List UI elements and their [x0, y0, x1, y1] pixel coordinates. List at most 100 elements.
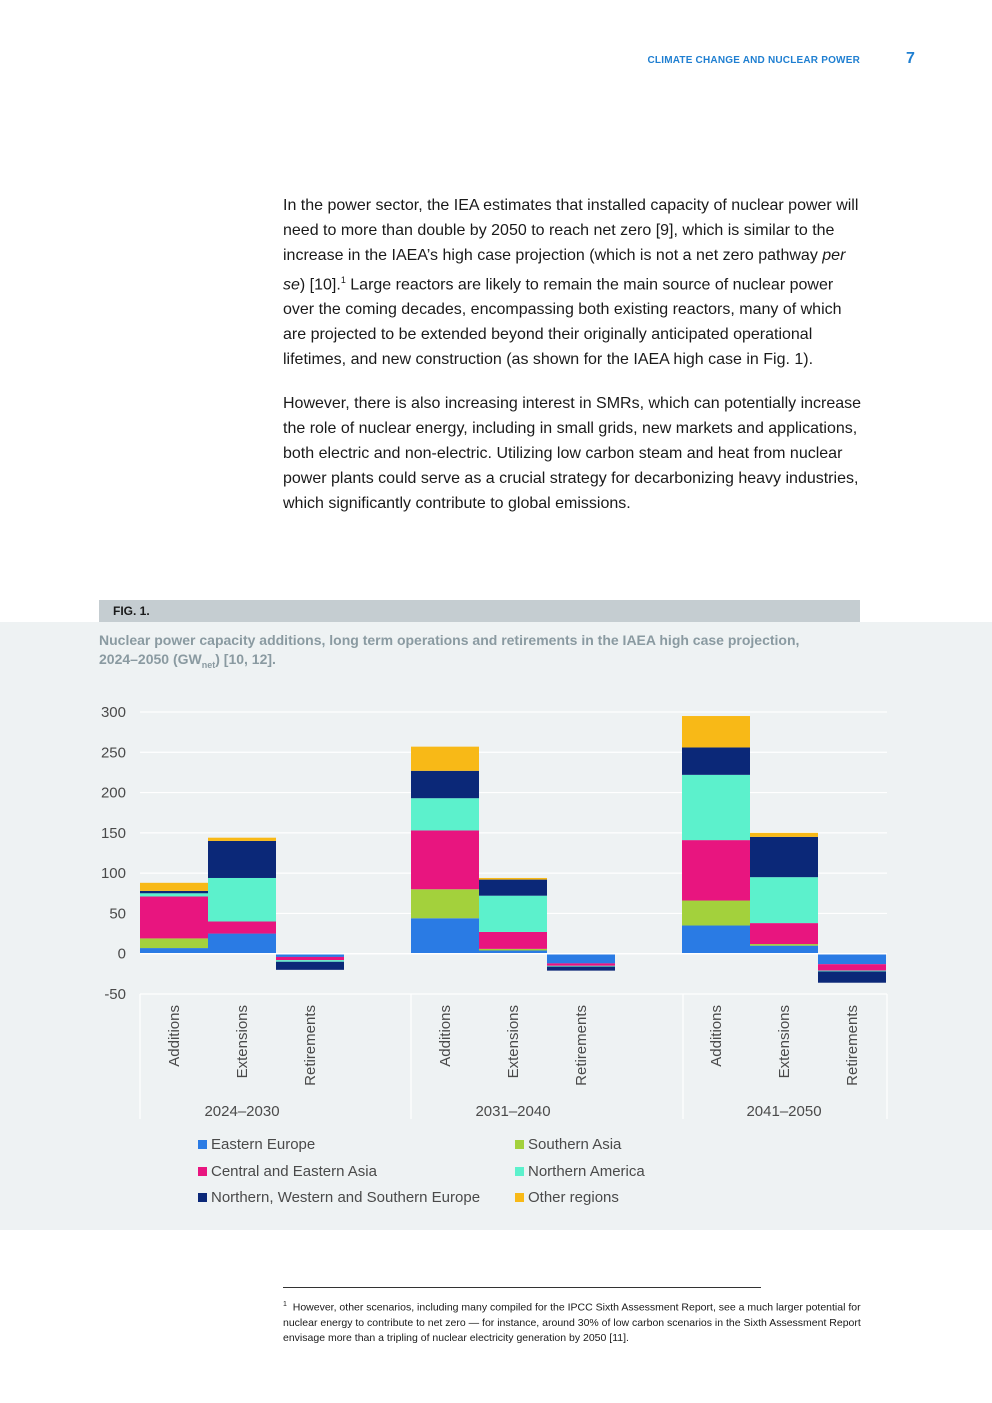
bar-segment	[818, 970, 886, 972]
bar-segment	[479, 879, 547, 896]
footnote-ref: 1	[340, 275, 346, 285]
x-tick-label: Retirements	[844, 1005, 861, 1086]
x-tick-label: Retirements	[573, 1005, 590, 1086]
legend-label: Central and Eastern Asia	[211, 1163, 377, 1180]
bar-segment	[547, 965, 615, 967]
x-tick-label: Additions	[437, 1005, 454, 1067]
bar-segment	[479, 948, 547, 951]
bar-segment	[750, 832, 818, 837]
bar-segment	[411, 830, 479, 890]
bar-segment	[479, 895, 547, 932]
legend-item: Central and Eastern Asia	[198, 1163, 377, 1180]
bar-segment	[682, 716, 750, 748]
x-tick-label: Extensions	[776, 1005, 793, 1078]
paragraph-1: In the power sector, the IEA estimates t…	[283, 193, 863, 372]
bar-segment	[411, 918, 479, 954]
running-title: CLIMATE CHANGE AND NUCLEAR POWER	[647, 55, 860, 66]
legend-item: Eastern Europe	[198, 1136, 315, 1153]
bar-segment	[750, 836, 818, 878]
stacked-bar-chart: 300 250 200 150 100 50 0 -50 2024–2030 Additions E…	[101, 704, 888, 1120]
y-tick-label: 250	[101, 744, 126, 761]
figure-panel: Nuclear power capacity additions, long t…	[0, 622, 992, 1230]
bar-segment	[818, 953, 886, 965]
legend-label: Other regions	[528, 1189, 619, 1206]
x-tick-label: Extensions	[234, 1005, 251, 1078]
y-tick-label: 150	[101, 825, 126, 842]
legend-swatch	[515, 1167, 524, 1176]
x-tick-label: Additions	[166, 1005, 183, 1067]
bar-segment	[547, 963, 615, 966]
legend-label: Northern America	[528, 1163, 645, 1180]
y-tick-label: 100	[101, 865, 126, 882]
y-tick-label: -50	[104, 986, 126, 1003]
figure-label: FIG. 1.	[113, 604, 150, 618]
bar-segment	[276, 961, 344, 970]
p1-text-a: In the power sector, the IEA estimates t…	[283, 197, 859, 264]
bar-segment	[682, 925, 750, 954]
bar-segment	[818, 964, 886, 971]
body-text: In the power sector, the IEA estimates t…	[283, 193, 863, 535]
bar-segment	[682, 747, 750, 775]
bar-segment	[208, 921, 276, 934]
bar-segment	[411, 746, 479, 771]
caption-text-b: ) [10, 12].	[215, 651, 276, 667]
group-label: 2024–2030	[204, 1103, 279, 1120]
page-number: 7	[906, 50, 915, 67]
bar-segment	[140, 893, 208, 897]
footnote-marker: 1	[283, 1301, 287, 1308]
legend-label: Southern Asia	[528, 1136, 622, 1153]
bar-segment	[411, 889, 479, 919]
y-tick-label: 300	[101, 704, 126, 721]
p1-text-c: Large reactors are likely to remain the …	[283, 276, 842, 369]
footnote: 1 However, other scenarios, including ma…	[283, 1297, 868, 1346]
p1-italic: per se	[283, 247, 846, 294]
bar-segment	[750, 923, 818, 945]
bar-segment	[276, 956, 344, 961]
paragraph-2: However, there is also increasing intere…	[283, 395, 862, 513]
legend-item: Northern, Western and Southern Europe	[198, 1189, 480, 1206]
bar-segment	[547, 953, 615, 964]
bar-segment	[208, 933, 276, 954]
y-tick-label: 200	[101, 785, 126, 802]
figure-caption: Nuclear power capacity additions, long t…	[99, 631, 839, 675]
footnote-rule	[283, 1287, 761, 1288]
legend-swatch	[198, 1167, 207, 1176]
bar-segment	[140, 948, 208, 954]
bar-segment	[140, 882, 208, 891]
bar-segment	[818, 971, 886, 983]
bar-segment	[682, 774, 750, 841]
bar-segment	[276, 960, 344, 962]
figure-label-bar: FIG. 1.	[99, 600, 860, 622]
bar-segment	[411, 770, 479, 799]
bar-segment	[208, 877, 276, 922]
footnote-text: However, other scenarios, including many…	[283, 1301, 861, 1344]
bar-segment	[682, 900, 750, 926]
legend-label: Eastern Europe	[211, 1136, 316, 1153]
bar-segment	[479, 950, 547, 954]
p1-text-b: ) [10].	[299, 276, 341, 294]
bar-segment	[411, 798, 479, 831]
x-tick-label: Retirements	[302, 1005, 319, 1086]
bar-segment	[682, 840, 750, 901]
group-label: 2041–2050	[746, 1103, 821, 1120]
x-tick-label: Additions	[708, 1005, 725, 1067]
bar-segment	[750, 945, 818, 954]
bar-segment	[547, 966, 615, 971]
legend-item: Northern America	[515, 1163, 645, 1180]
group-label: 2031–2040	[475, 1103, 550, 1120]
bar-segment	[208, 837, 276, 841]
bar-segment	[479, 877, 547, 880]
bar-segment	[276, 953, 344, 957]
bar-segment	[140, 890, 208, 894]
bar-segment	[479, 931, 547, 949]
bar-segment	[750, 877, 818, 924]
legend-swatch	[515, 1140, 524, 1149]
y-tick-label: 50	[109, 905, 126, 922]
caption-text-a: Nuclear power capacity additions, long t…	[99, 632, 800, 667]
legend-swatch	[198, 1193, 207, 1202]
bar-segment	[750, 944, 818, 946]
legend-swatch	[198, 1140, 207, 1149]
legend-item: Other regions	[515, 1189, 619, 1206]
bar-segment	[140, 896, 208, 939]
x-tick-label: Extensions	[505, 1005, 522, 1078]
